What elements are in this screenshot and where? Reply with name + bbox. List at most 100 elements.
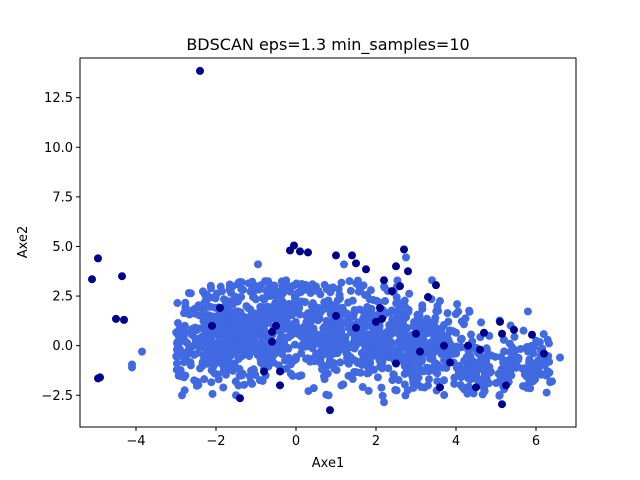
cluster-point bbox=[359, 332, 368, 341]
noise-point bbox=[496, 317, 504, 326]
noise-point bbox=[362, 265, 370, 274]
noise-point bbox=[236, 394, 244, 403]
y-tick-label: 2.5 bbox=[52, 290, 73, 305]
y-tick-label: 0.0 bbox=[52, 339, 73, 354]
cluster-point bbox=[308, 280, 317, 289]
cluster-point bbox=[410, 358, 419, 367]
cluster-point bbox=[477, 318, 486, 327]
cluster-point bbox=[246, 305, 255, 314]
cluster-point bbox=[205, 311, 214, 320]
cluster-point bbox=[173, 346, 182, 355]
cluster-point bbox=[427, 327, 436, 336]
cluster-point bbox=[519, 326, 528, 335]
plot-frame bbox=[79, 57, 577, 428]
cluster-point bbox=[226, 327, 235, 336]
cluster-point bbox=[364, 386, 373, 395]
cluster-point bbox=[349, 343, 358, 352]
noise-point bbox=[372, 317, 380, 326]
cluster-point bbox=[529, 377, 538, 386]
cluster-point bbox=[344, 298, 353, 307]
cluster-point bbox=[524, 347, 532, 356]
cluster-point bbox=[196, 364, 205, 373]
cluster-point bbox=[358, 360, 367, 369]
noise-point bbox=[440, 341, 448, 350]
cluster-point bbox=[380, 398, 388, 407]
cluster-point bbox=[378, 391, 387, 400]
cluster-point bbox=[350, 334, 359, 343]
cluster-point bbox=[556, 353, 564, 362]
cluster-point bbox=[256, 322, 265, 331]
noise-point bbox=[472, 383, 480, 392]
cluster-point bbox=[394, 298, 403, 307]
cluster-point bbox=[292, 279, 301, 288]
cluster-point bbox=[226, 317, 235, 326]
cluster-point bbox=[239, 285, 248, 294]
cluster-point bbox=[224, 361, 233, 370]
cluster-point bbox=[542, 388, 551, 397]
cluster-point bbox=[367, 352, 376, 361]
cluster-point bbox=[257, 345, 266, 354]
cluster-point bbox=[376, 331, 385, 340]
cluster-point bbox=[217, 287, 226, 296]
cluster-point bbox=[453, 300, 462, 309]
cluster-point bbox=[301, 285, 310, 294]
noise-point bbox=[196, 66, 204, 75]
noise-point bbox=[480, 328, 488, 337]
cluster-point bbox=[403, 386, 412, 395]
cluster-point bbox=[366, 332, 375, 341]
cluster-point bbox=[476, 377, 485, 386]
noise-point bbox=[400, 245, 408, 254]
cluster-point bbox=[276, 343, 285, 352]
noise-point bbox=[96, 373, 104, 382]
cluster-point bbox=[392, 386, 401, 395]
cluster-point bbox=[326, 357, 335, 366]
cluster-point bbox=[364, 368, 373, 377]
cluster-point bbox=[480, 387, 489, 396]
cluster-point bbox=[237, 371, 246, 380]
cluster-point bbox=[492, 379, 501, 388]
noise-point bbox=[94, 254, 102, 263]
noise-point bbox=[332, 311, 340, 320]
cluster-point bbox=[324, 391, 333, 400]
cluster-point bbox=[210, 293, 219, 302]
cluster-point bbox=[388, 376, 397, 385]
cluster-point bbox=[284, 344, 293, 353]
cluster-point bbox=[294, 372, 303, 381]
cluster-point bbox=[394, 376, 403, 385]
cluster-point bbox=[512, 363, 521, 372]
cluster-point bbox=[260, 356, 269, 365]
cluster-point bbox=[244, 279, 253, 288]
cluster-point bbox=[314, 286, 323, 295]
cluster-point bbox=[499, 335, 508, 344]
noise-point bbox=[276, 367, 284, 376]
cluster-point bbox=[531, 368, 540, 377]
cluster-point bbox=[286, 369, 295, 378]
noise-point bbox=[502, 381, 510, 390]
noise-point bbox=[476, 345, 484, 354]
cluster-point bbox=[432, 339, 441, 348]
noise-point bbox=[392, 262, 400, 271]
cluster-point bbox=[450, 379, 459, 388]
cluster-point bbox=[396, 334, 405, 343]
cluster-point bbox=[231, 377, 240, 386]
noise-point bbox=[510, 325, 518, 334]
cluster-point bbox=[391, 321, 400, 330]
cluster-point bbox=[336, 358, 345, 367]
cluster-point bbox=[282, 333, 291, 342]
cluster-point bbox=[448, 327, 457, 336]
cluster-point bbox=[501, 365, 510, 374]
cluster-point bbox=[228, 300, 237, 309]
noise-point bbox=[432, 281, 440, 290]
cluster-point bbox=[396, 347, 405, 356]
cluster-point bbox=[255, 376, 264, 385]
cluster-point bbox=[356, 368, 365, 377]
cluster-point bbox=[358, 383, 367, 392]
cluster-point bbox=[190, 350, 199, 359]
cluster-point bbox=[482, 374, 491, 383]
cluster-point bbox=[316, 337, 325, 346]
cluster-point bbox=[228, 282, 237, 291]
cluster-point bbox=[291, 355, 300, 364]
noise-point bbox=[120, 315, 128, 324]
cluster-point bbox=[346, 323, 355, 332]
cluster-point bbox=[265, 314, 274, 323]
